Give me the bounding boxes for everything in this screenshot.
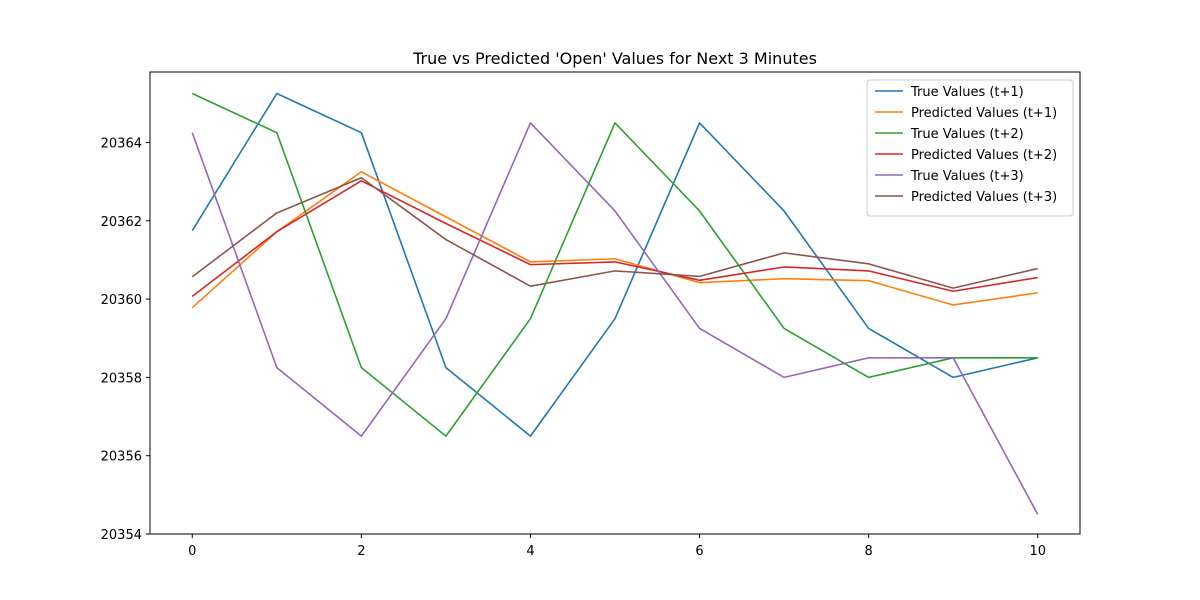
- x-tick-label: 8: [864, 544, 872, 559]
- x-axis: 0 2 4 6 8 10: [188, 534, 1046, 559]
- legend-box: [866, 79, 1074, 217]
- y-tick-label: 20364: [101, 136, 142, 151]
- series-line-1: [191, 92, 1038, 437]
- y-tick-label: 20362: [101, 215, 142, 230]
- series-line-6: [191, 176, 1038, 289]
- series-line-5: [191, 122, 1039, 515]
- legend-label: True Values (t+2): [910, 127, 1024, 142]
- y-axis: 20354 20356 20358 20360 20362 20364: [101, 136, 150, 543]
- series-lines: [191, 92, 1039, 515]
- chart-title: True vs Predicted 'Open' Values for Next…: [412, 49, 817, 68]
- x-tick-label: 4: [526, 544, 534, 559]
- x-tick-label: 2: [357, 544, 365, 559]
- y-tick-label: 20356: [101, 450, 142, 465]
- x-tick-label: 0: [188, 544, 196, 559]
- series-line-4: [191, 180, 1038, 297]
- legend-label: True Values (t+3): [910, 169, 1024, 184]
- y-tick-label: 20358: [101, 371, 142, 386]
- legend: True Values (t+1) Predicted Values (t+1) T…: [866, 79, 1074, 217]
- y-tick-label: 20360: [101, 293, 142, 308]
- legend-label: Predicted Values (t+2): [911, 148, 1057, 163]
- legend-label: Predicted Values (t+1): [911, 106, 1057, 121]
- series-line-3: [191, 92, 1038, 437]
- series-line-2: [191, 171, 1038, 309]
- x-tick-label: 10: [1029, 544, 1046, 559]
- plot-area-frame: [149, 71, 1081, 535]
- x-tick-label: 6: [695, 544, 703, 559]
- y-tick-label: 20354: [101, 528, 142, 543]
- legend-label: True Values (t+1): [910, 85, 1024, 100]
- legend-label: Predicted Values (t+3): [911, 190, 1057, 205]
